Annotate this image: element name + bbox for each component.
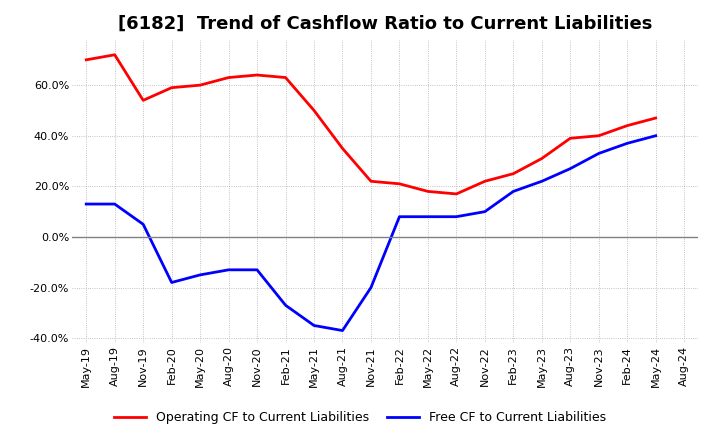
Operating CF to Current Liabilities [110,52,119,57]
Free CF to Current Liabilities [225,267,233,272]
Free CF to Current Liabilities [82,202,91,207]
Free CF to Current Liabilities [167,280,176,285]
Operating CF to Current Liabilities [167,85,176,90]
Free CF to Current Liabilities [338,328,347,333]
Operating CF to Current Liabilities [196,83,204,88]
Free CF to Current Liabilities [623,141,631,146]
Free CF to Current Liabilities [452,214,461,220]
Operating CF to Current Liabilities [282,75,290,80]
Title: [6182]  Trend of Cashflow Ratio to Current Liabilities: [6182] Trend of Cashflow Ratio to Curren… [118,15,652,33]
Free CF to Current Liabilities [480,209,489,214]
Operating CF to Current Liabilities [139,98,148,103]
Line: Free CF to Current Liabilities: Free CF to Current Liabilities [86,136,656,330]
Operating CF to Current Liabilities [338,146,347,151]
Operating CF to Current Liabilities [623,123,631,128]
Operating CF to Current Liabilities [509,171,518,176]
Free CF to Current Liabilities [196,272,204,278]
Operating CF to Current Liabilities [253,72,261,77]
Operating CF to Current Liabilities [652,115,660,121]
Free CF to Current Liabilities [595,151,603,156]
Free CF to Current Liabilities [566,166,575,171]
Free CF to Current Liabilities [395,214,404,220]
Operating CF to Current Liabilities [82,57,91,62]
Operating CF to Current Liabilities [537,156,546,161]
Operating CF to Current Liabilities [423,189,432,194]
Free CF to Current Liabilities [537,179,546,184]
Line: Operating CF to Current Liabilities: Operating CF to Current Liabilities [86,55,656,194]
Operating CF to Current Liabilities [566,136,575,141]
Operating CF to Current Liabilities [225,75,233,80]
Free CF to Current Liabilities [509,189,518,194]
Free CF to Current Liabilities [652,133,660,138]
Operating CF to Current Liabilities [395,181,404,187]
Free CF to Current Liabilities [139,222,148,227]
Free CF to Current Liabilities [110,202,119,207]
Free CF to Current Liabilities [253,267,261,272]
Operating CF to Current Liabilities [310,108,318,113]
Free CF to Current Liabilities [366,285,375,290]
Free CF to Current Liabilities [423,214,432,220]
Legend: Operating CF to Current Liabilities, Free CF to Current Liabilities: Operating CF to Current Liabilities, Fre… [109,407,611,429]
Operating CF to Current Liabilities [595,133,603,138]
Free CF to Current Liabilities [310,323,318,328]
Operating CF to Current Liabilities [480,179,489,184]
Free CF to Current Liabilities [282,303,290,308]
Operating CF to Current Liabilities [366,179,375,184]
Operating CF to Current Liabilities [452,191,461,197]
